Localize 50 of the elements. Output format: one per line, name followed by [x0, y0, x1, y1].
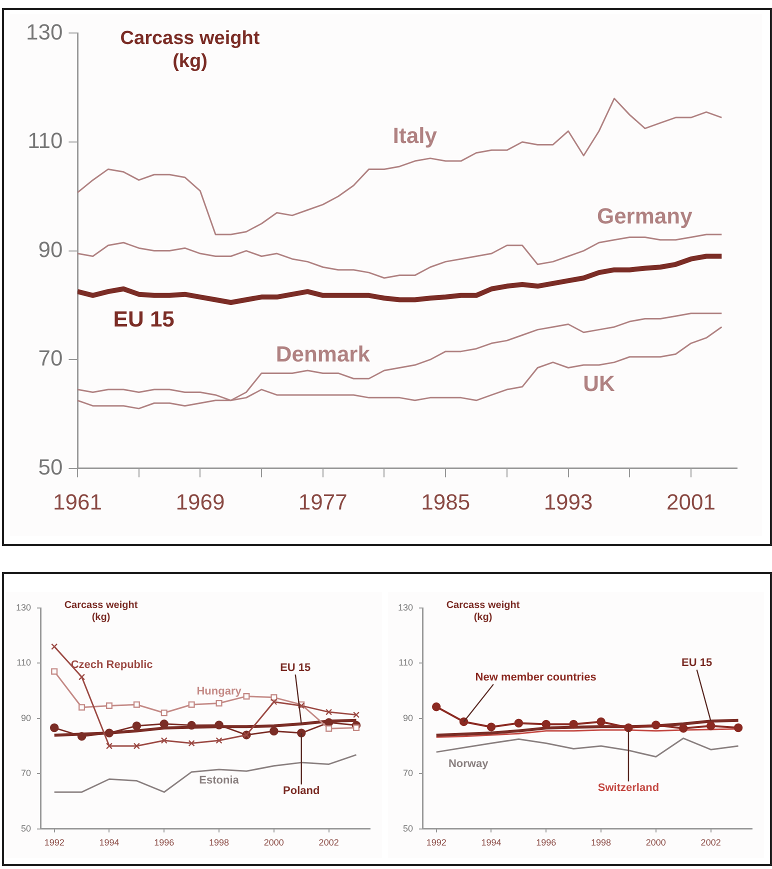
- x-tick-label: 1961: [53, 490, 102, 515]
- y-tick-label: 110: [398, 658, 414, 668]
- text: New member countries: [475, 672, 596, 684]
- text: Poland: [283, 785, 320, 798]
- x-tick-label: 1996: [154, 838, 174, 848]
- text: Switzerland: [598, 782, 660, 794]
- x-tick-label: 1998: [209, 838, 230, 848]
- series-label: Denmark: [276, 341, 371, 366]
- y-tick-label: 90: [21, 712, 32, 723]
- x-tick-label: 1992: [426, 838, 446, 848]
- x-tick-label: 1993: [544, 490, 593, 515]
- y-tick-label: 130: [26, 19, 63, 44]
- y-tick-label: 50: [21, 823, 32, 834]
- y-axis-title: Carcass weight (kg): [63, 600, 139, 624]
- y-tick-label: 130: [16, 602, 32, 612]
- y-tick-label: 50: [403, 823, 414, 834]
- x-tick-label: 1969: [176, 490, 225, 515]
- x-tick-label: 2002: [318, 838, 339, 848]
- series-label: Czech Republic: [70, 659, 153, 672]
- y-tick-label: 70: [403, 768, 414, 778]
- x-tick-label: 1992: [44, 838, 64, 848]
- series-label: Estonia: [199, 774, 240, 786]
- y-tick-label: 130: [398, 602, 414, 612]
- x-tick-label: 1998: [591, 838, 612, 848]
- y-tick-label: 110: [16, 658, 32, 668]
- y-tick-label: 50: [38, 454, 63, 480]
- x-tick-label: 1977: [298, 490, 348, 515]
- y-tick-label: 70: [38, 346, 63, 371]
- x-tick-label: 1994: [99, 838, 120, 848]
- text: EU 15: [682, 657, 712, 670]
- x-tick-label: 1985: [421, 490, 470, 515]
- y-axis-title: Carcass weight (kg): [120, 28, 260, 74]
- y-tick-label: 90: [403, 712, 414, 723]
- x-tick-label: 2002: [700, 838, 721, 848]
- series-label: Hungary: [196, 685, 242, 698]
- series-label: Italy: [392, 123, 438, 148]
- series-label: UK: [583, 371, 615, 396]
- series-label: Germany: [596, 203, 694, 228]
- x-tick-label: 2000: [646, 838, 666, 848]
- y-tick-label: 90: [38, 236, 63, 262]
- x-tick-label: 2000: [264, 838, 284, 848]
- x-tick-label: 2001: [666, 490, 716, 515]
- text: EU 15: [280, 662, 311, 674]
- series-label: Norway: [448, 758, 490, 770]
- x-tick-label: 1996: [536, 838, 556, 848]
- y-axis-title: Carcass weight (kg): [445, 600, 521, 624]
- y-tick-label: 70: [21, 768, 32, 778]
- x-tick-label: 1994: [481, 838, 502, 848]
- y-tick-label: 110: [28, 128, 63, 154]
- series-label: EU 15: [113, 306, 174, 332]
